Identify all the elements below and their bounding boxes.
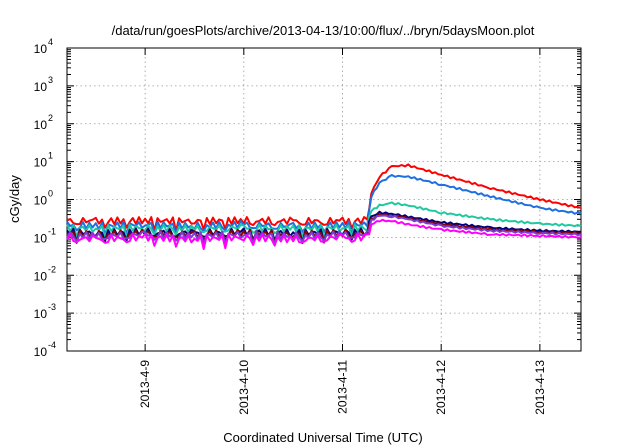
y-tick-exponent: -2: [48, 264, 56, 274]
x-tick-label: 2013-4-9: [138, 360, 152, 408]
x-tick-label: 2013-4-10: [237, 360, 251, 415]
y-tick-label: 10: [34, 42, 48, 56]
series-line: [66, 163, 582, 232]
x-tick-label: 2013-4-11: [336, 360, 350, 414]
y-tick-exponent: -1: [48, 226, 56, 236]
y-tick-label: 10: [34, 345, 48, 359]
y-tick-label: 10: [34, 307, 48, 321]
series-line: [66, 174, 582, 237]
y-tick-exponent: -3: [48, 302, 56, 312]
x-tick-label: 2013-4-13: [533, 360, 547, 415]
y-tick-exponent: 2: [48, 113, 53, 123]
x-axis-ticks: 2013-4-9 2013-4-10 2013-4-11 2013-4-12 2013-…: [138, 48, 547, 415]
y-tick-label: 10: [34, 194, 48, 208]
y-axis-label: cGy/day: [7, 175, 22, 223]
chart-title: /data/run/goesPlots/archive/2013-04-13/1…: [112, 23, 535, 38]
y-tick-label: 10: [34, 269, 48, 283]
y-tick-exponent: 0: [48, 189, 53, 199]
y-tick-exponent: -4: [48, 340, 56, 350]
y-tick-exponent: 1: [48, 151, 53, 161]
grid: [67, 48, 581, 351]
y-tick-label: 10: [34, 156, 48, 170]
x-tick-label: 2013-4-12: [434, 360, 448, 415]
y-tick-exponent: 3: [48, 75, 53, 85]
series-line: [66, 214, 582, 246]
y-tick-label: 10: [34, 231, 48, 245]
y-tick-exponent: 4: [48, 37, 53, 47]
y-tick-label: 10: [34, 80, 48, 94]
x-axis-label: Coordinated Universal Time (UTC): [223, 430, 422, 445]
y-tick-label: 10: [34, 118, 48, 132]
series-line: [66, 218, 582, 250]
series-lines: [66, 163, 582, 250]
